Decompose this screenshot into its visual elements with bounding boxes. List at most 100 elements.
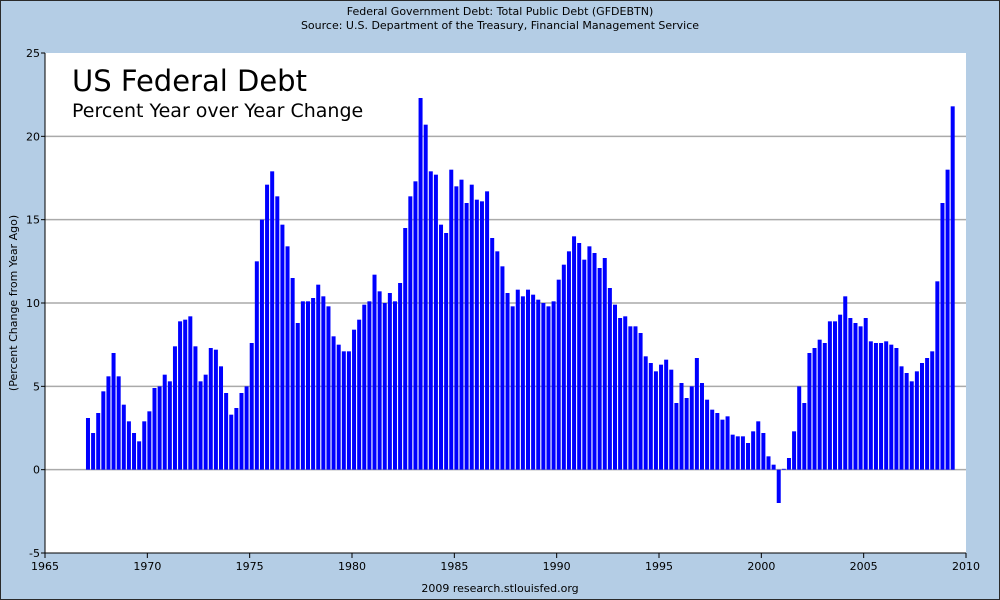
x-tick-label: 2000 [747,560,775,573]
bar [807,353,812,470]
bar [147,411,152,470]
x-tick-label: 2010 [952,560,980,573]
bar [556,279,561,470]
bar [776,469,781,503]
bar [930,351,935,470]
bar [254,261,259,470]
bar [96,413,101,470]
bar [899,366,904,470]
bar [786,458,791,470]
bar [884,341,889,470]
bar [203,374,208,470]
x-tick-label: 1990 [543,560,571,573]
bar [602,258,607,470]
bar [198,381,203,470]
x-tick-label: 1965 [31,560,59,573]
footer-credit: 2009 research.stlouisfed.org [421,582,578,595]
bar [858,326,863,470]
bar [167,381,172,470]
header-source: Source: U.S. Department of the Treasury,… [301,19,699,32]
bar [265,184,270,470]
bar [945,169,950,470]
bar [725,416,730,470]
bar [904,373,909,470]
y-tick-label: 0 [33,464,40,477]
bar [213,349,218,470]
bar [132,433,137,470]
bar [485,191,490,470]
bar [111,353,116,470]
bar [515,289,520,470]
bar [116,376,121,470]
bar [863,318,868,470]
bar [121,404,126,470]
bar [894,348,899,470]
bar [479,201,484,470]
x-tick-label: 1995 [645,560,673,573]
bar [382,303,387,470]
y-axis-label: (Percent Change from Year Ago) [7,215,20,391]
bar [142,421,147,470]
bar [746,443,751,470]
bar [454,186,459,470]
bar [500,266,505,470]
bar [822,343,827,470]
bar [101,391,106,470]
bar [735,436,740,470]
bar [300,301,305,470]
bar [469,184,474,470]
bar [331,336,336,470]
bar [428,171,433,470]
bar [868,341,873,470]
bar [362,304,367,470]
bar [280,224,285,470]
bar [771,464,776,470]
bar [106,376,111,470]
bar [208,348,213,470]
chart-title: US Federal Debt [72,64,307,98]
bar [270,171,275,470]
bar [740,436,745,470]
bar [495,251,500,470]
bar [403,228,408,470]
bar [408,196,413,470]
bar [239,393,244,470]
bar [853,323,858,470]
bar [372,274,377,470]
bar [592,253,597,470]
bar [833,321,838,470]
bar [546,306,551,470]
bar [352,329,357,470]
bar [526,289,531,470]
bar [464,203,469,470]
bar [346,351,351,470]
bar [802,403,807,470]
bar [792,431,797,470]
bar [566,251,571,470]
bar [612,304,617,470]
x-tick-label: 1980 [338,560,366,573]
bar [582,259,587,470]
bar [377,291,382,470]
bar [587,246,592,470]
bar [551,301,556,470]
bar [172,346,177,470]
bar [710,409,715,470]
y-tick-label: 25 [26,47,40,60]
bar [490,238,495,470]
bar [909,381,914,470]
bar [326,306,331,470]
bar [797,386,802,470]
bar [423,124,428,470]
bar [249,343,254,470]
bar [444,233,449,470]
bar [387,293,392,470]
bar [572,236,577,470]
bar [459,179,464,470]
bar [679,383,684,470]
bar [367,301,372,470]
bar [510,306,515,470]
x-tick-label: 1975 [236,560,264,573]
bar [843,296,848,470]
